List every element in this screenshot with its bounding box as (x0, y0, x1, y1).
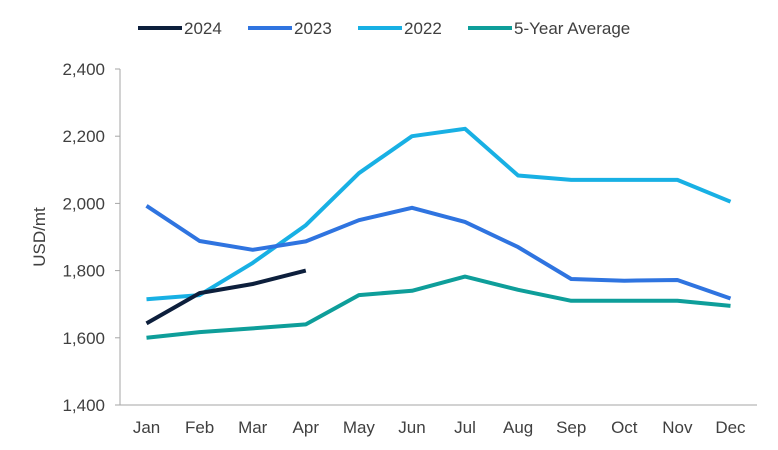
x-tick-label: Dec (715, 418, 746, 437)
x-tick-label: Feb (185, 418, 214, 437)
x-tick-label: Nov (662, 418, 693, 437)
legend-label: 5-Year Average (514, 19, 630, 38)
legend-item-2023: 2023 (248, 19, 332, 38)
y-tick-label: 1,600 (62, 329, 105, 348)
legend: 2024 2023 2022 5-Year Average (138, 19, 630, 38)
x-tick-label: Aug (503, 418, 533, 437)
series-line-2022 (146, 126, 732, 302)
y-tick-label: 2,400 (62, 60, 105, 79)
series-line-2023 (145, 204, 732, 301)
series-layer (145, 126, 732, 340)
legend-item-2024: 2024 (138, 19, 222, 38)
y-tick-label: 1,800 (62, 262, 105, 281)
x-tick-label: Mar (238, 418, 268, 437)
y-tick-label: 2,000 (62, 194, 105, 213)
x-tick-label: Jun (398, 418, 425, 437)
series-line-5-year-average (146, 274, 731, 340)
x-tick-label: Jan (133, 418, 160, 437)
legend-item-2022: 2022 (358, 19, 442, 38)
legend-item-5-year-average: 5-Year Average (468, 19, 630, 38)
legend-label: 2024 (184, 19, 222, 38)
y-tick-label: 2,200 (62, 127, 105, 146)
x-tick-label: Oct (611, 418, 638, 437)
y-tick-label: 1,400 (62, 396, 105, 415)
legend-label: 2022 (404, 19, 442, 38)
x-tick-label: Jul (454, 418, 476, 437)
y-axis-label: USD/mt (30, 207, 49, 267)
x-tick-label: Sep (556, 418, 586, 437)
legend-label: 2023 (294, 19, 332, 38)
x-tick-label: Apr (293, 418, 320, 437)
x-axis: Jan Feb Mar Apr May Jun Jul Aug Sep Oct Nov Dec (120, 404, 757, 437)
x-tick-label: May (343, 418, 376, 437)
series-line-2024 (145, 268, 307, 326)
y-axis: 1,400 1,600 1,800 2,000 2,200 2,400 (62, 60, 121, 415)
